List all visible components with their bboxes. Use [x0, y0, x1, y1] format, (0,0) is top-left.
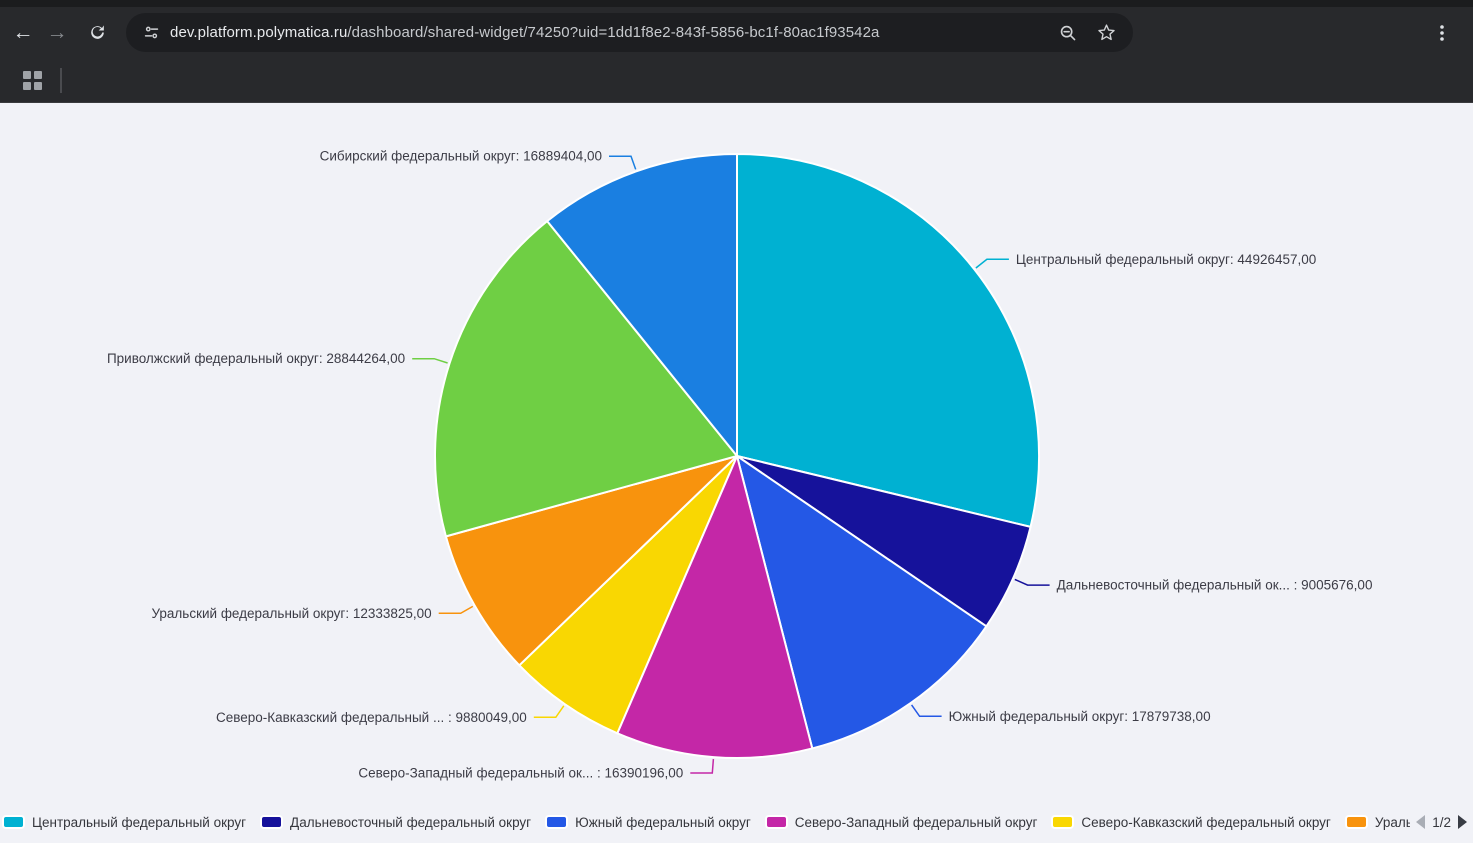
legend-swatch: [2, 815, 25, 829]
pie-slice[interactable]: [616, 455, 814, 759]
slice-callout-label: Дальневосточный федеральный ок... : 9005…: [1057, 578, 1373, 593]
legend-label: Центральный федеральный округ: [32, 814, 247, 830]
pie-slice[interactable]: [434, 220, 738, 538]
window-top-edge: [0, 0, 1473, 7]
legend-pager: 1/2: [1416, 815, 1473, 830]
back-icon: ←: [12, 20, 34, 44]
callout-leader-line: [412, 357, 448, 364]
legend-swatch: [260, 815, 284, 829]
address-bar[interactable]: dev.platform.polymatica.ru/dashboard/sha…: [126, 13, 1133, 52]
legend-item[interactable]: Южный федеральный округ: [545, 815, 751, 830]
pager-page-label: 1/2: [1432, 814, 1451, 830]
legend-item[interactable]: Северо-Кавказский федеральный округ: [1051, 814, 1331, 830]
reload-icon: [90, 25, 104, 39]
forward-button[interactable]: →: [40, 16, 74, 50]
zoom-out-icon[interactable]: [1053, 18, 1083, 48]
legend-swatch: [764, 815, 788, 829]
callout-leader-line: [690, 759, 715, 774]
apps-button[interactable]: [20, 68, 44, 92]
slice-callout-label: Северо-Западный федеральный ок... : 1639…: [358, 766, 683, 781]
slice-callout-label: Северо-Кавказский федеральный ... : 9880…: [216, 710, 527, 725]
slice-callout-label: Уральский федеральный округ: 12333825,00: [151, 606, 431, 621]
chart-area: Центральный федеральный округ: 44926457,…: [0, 103, 1473, 838]
bookmark-star-icon[interactable]: [1091, 18, 1121, 48]
slice-callout-label: Южный федеральный округ: 17879738,00: [949, 709, 1211, 724]
callout-leader-line: [1014, 578, 1050, 586]
legend-items: Центральный федеральный округ Дальневосто…: [0, 815, 1410, 830]
callout-leader-line: [910, 704, 942, 718]
legend-swatch: [545, 815, 569, 829]
legend-item[interactable]: Центральный федеральный округ: [2, 815, 246, 830]
url-domain: dev.platform.polymatica.ru: [170, 24, 348, 41]
url-text: dev.platform.polymatica.ru/dashboard/sha…: [170, 24, 1045, 41]
forward-icon: →: [46, 20, 68, 44]
callout-leader-line: [533, 705, 565, 719]
legend-item[interactable]: Дальневосточный федеральный округ: [260, 815, 531, 830]
pager-next-icon[interactable]: [1458, 815, 1467, 829]
callout-leader-line: [609, 155, 637, 170]
url-path: /dashboard/shared-widget/74250?uid=1dd1f…: [347, 24, 880, 41]
callout-leader-line: [975, 258, 1009, 269]
apps-grid-icon: [22, 70, 42, 90]
slice-callout-label: Центральный федеральный округ: 44926457,…: [1016, 252, 1316, 267]
legend-label: Дальневосточный федеральный округ: [290, 814, 532, 830]
site-info-icon[interactable]: [138, 20, 164, 46]
chart-legend: Центральный федеральный округ Дальневосто…: [0, 809, 1473, 835]
slice-callout-label: Приволжский федеральный округ: 28844264,…: [107, 351, 405, 366]
browser-menu-button[interactable]: [1427, 18, 1457, 48]
legend-item[interactable]: Уральский феде: [1344, 814, 1411, 830]
kebab-menu-icon: [1440, 24, 1444, 41]
pie-chart: Центральный федеральный округ: 44926457,…: [107, 149, 1373, 781]
legend-label: Северо-Западный федеральный округ: [794, 814, 1038, 830]
legend-item[interactable]: Северо-Западный федеральный округ: [764, 814, 1038, 830]
pager-prev-icon[interactable]: [1416, 815, 1426, 829]
legend-label: Северо-Кавказский федеральный округ: [1081, 814, 1331, 830]
reload-button[interactable]: [80, 16, 114, 50]
back-button[interactable]: ←: [6, 16, 40, 50]
browser-chrome: ← → dev.platform.po: [0, 0, 1473, 103]
bookmarks-separator: [60, 67, 62, 93]
bookmarks-bar: [0, 58, 1473, 103]
pie-slice[interactable]: [518, 455, 738, 735]
pie-slice[interactable]: [546, 153, 738, 457]
pie-slice[interactable]: [736, 455, 988, 750]
legend-swatch: [1051, 815, 1075, 829]
legend-label: Уральский феде: [1374, 814, 1411, 830]
legend-swatch: [1344, 815, 1368, 829]
pie-slice[interactable]: [444, 455, 738, 667]
browser-toolbar: ← → dev.platform.po: [0, 7, 1473, 58]
legend-label: Южный федеральный округ: [575, 814, 751, 830]
pie-slice[interactable]: [736, 153, 1041, 528]
slice-callout-label: Сибирский федеральный округ: 16889404,00: [320, 149, 602, 164]
callout-leader-line: [438, 605, 474, 615]
